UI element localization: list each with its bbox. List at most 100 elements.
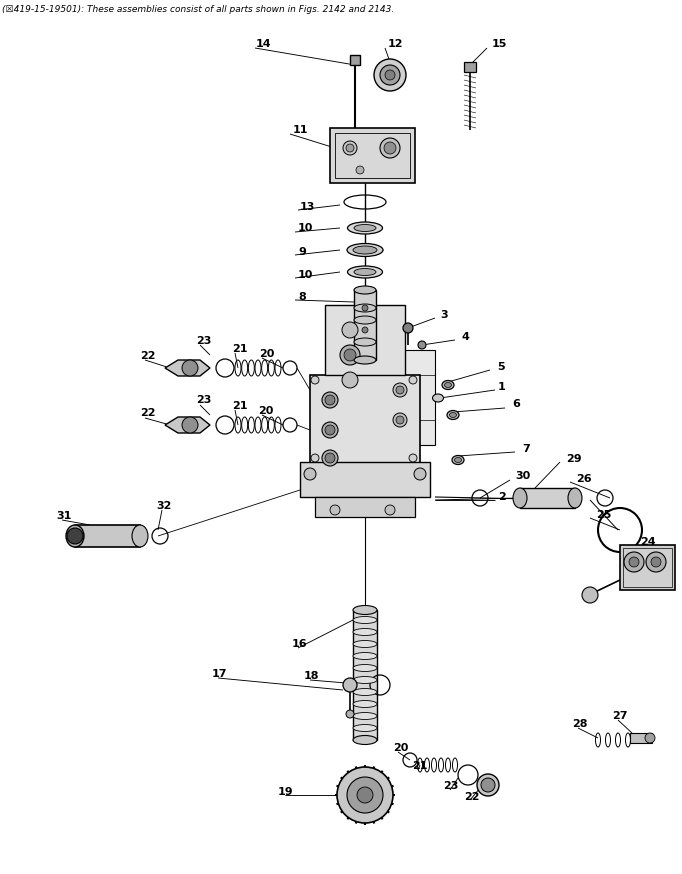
Bar: [315, 497, 415, 517]
Text: 10: 10: [298, 223, 313, 233]
Bar: [620, 545, 675, 590]
Circle shape: [322, 392, 338, 408]
Circle shape: [409, 376, 417, 384]
Text: 7: 7: [522, 444, 530, 454]
Bar: [353, 610, 377, 740]
Text: 31: 31: [56, 511, 72, 521]
Circle shape: [582, 587, 598, 603]
Text: 20: 20: [393, 743, 409, 753]
Bar: [325, 305, 405, 375]
Circle shape: [343, 141, 357, 155]
Circle shape: [304, 468, 316, 480]
Bar: [310, 375, 420, 465]
Ellipse shape: [454, 457, 462, 462]
Circle shape: [409, 454, 417, 462]
Circle shape: [414, 468, 426, 480]
Bar: [464, 62, 476, 72]
Circle shape: [346, 710, 354, 718]
Ellipse shape: [354, 268, 376, 275]
Circle shape: [481, 778, 495, 792]
Ellipse shape: [447, 411, 459, 420]
Text: 18: 18: [304, 671, 319, 681]
Text: 6: 6: [512, 399, 520, 409]
Circle shape: [342, 372, 358, 388]
Ellipse shape: [354, 286, 376, 294]
Text: 8: 8: [298, 292, 306, 302]
Circle shape: [380, 138, 400, 158]
Bar: [354, 290, 376, 360]
Circle shape: [629, 557, 639, 567]
Ellipse shape: [353, 246, 377, 254]
Ellipse shape: [477, 774, 499, 796]
Text: 1: 1: [498, 382, 506, 392]
Circle shape: [396, 386, 404, 394]
Ellipse shape: [347, 244, 383, 256]
Polygon shape: [165, 417, 210, 433]
Ellipse shape: [353, 712, 377, 719]
Text: 13: 13: [300, 202, 315, 212]
Text: 20: 20: [259, 349, 274, 359]
Bar: [335, 133, 410, 178]
Polygon shape: [165, 360, 210, 376]
Text: 21: 21: [232, 401, 248, 411]
Circle shape: [624, 552, 644, 572]
Circle shape: [182, 417, 198, 433]
Ellipse shape: [353, 641, 377, 648]
Circle shape: [311, 376, 319, 384]
Circle shape: [325, 453, 335, 463]
Circle shape: [346, 144, 354, 152]
Circle shape: [403, 323, 413, 333]
Text: 22: 22: [140, 408, 155, 418]
Text: 21: 21: [232, 344, 248, 354]
Ellipse shape: [353, 676, 377, 683]
Text: 21: 21: [412, 761, 428, 771]
Text: 4: 4: [462, 332, 470, 342]
Circle shape: [311, 454, 319, 462]
Ellipse shape: [353, 664, 377, 671]
Circle shape: [374, 59, 406, 91]
Circle shape: [393, 383, 407, 397]
Ellipse shape: [442, 380, 454, 390]
Text: 22: 22: [140, 351, 155, 361]
Ellipse shape: [354, 304, 376, 312]
Ellipse shape: [353, 736, 377, 745]
Ellipse shape: [354, 225, 376, 232]
Ellipse shape: [354, 356, 376, 364]
Circle shape: [357, 787, 373, 803]
Ellipse shape: [449, 413, 456, 418]
Text: 23: 23: [196, 336, 211, 346]
Text: 14: 14: [256, 39, 271, 49]
Text: 23: 23: [196, 395, 211, 405]
Circle shape: [380, 65, 400, 85]
Ellipse shape: [568, 488, 582, 508]
Text: 28: 28: [572, 719, 587, 729]
Circle shape: [384, 142, 396, 154]
Circle shape: [337, 767, 393, 823]
Bar: [520, 488, 575, 508]
Ellipse shape: [132, 525, 148, 547]
Circle shape: [356, 166, 364, 174]
Ellipse shape: [452, 455, 464, 464]
Text: 24: 24: [640, 537, 655, 547]
Circle shape: [418, 341, 426, 349]
Text: 11: 11: [293, 125, 308, 135]
Text: 29: 29: [566, 454, 582, 464]
Ellipse shape: [353, 689, 377, 696]
Ellipse shape: [353, 606, 377, 614]
Text: 12: 12: [388, 39, 404, 49]
Text: (☒419-15-19501): These assemblies consist of all parts shown in Figs. 2142 and 2: (☒419-15-19501): These assemblies consis…: [2, 5, 394, 14]
Ellipse shape: [353, 616, 377, 623]
Ellipse shape: [66, 525, 84, 547]
Ellipse shape: [513, 488, 527, 508]
Ellipse shape: [353, 700, 377, 707]
Text: 2: 2: [498, 492, 506, 502]
Text: 23: 23: [443, 781, 458, 791]
Text: 9: 9: [298, 247, 306, 257]
Text: 26: 26: [576, 474, 591, 484]
Circle shape: [646, 552, 666, 572]
Circle shape: [322, 422, 338, 438]
Text: 3: 3: [440, 310, 447, 320]
Circle shape: [342, 322, 358, 338]
Circle shape: [385, 505, 395, 515]
Ellipse shape: [353, 653, 377, 660]
